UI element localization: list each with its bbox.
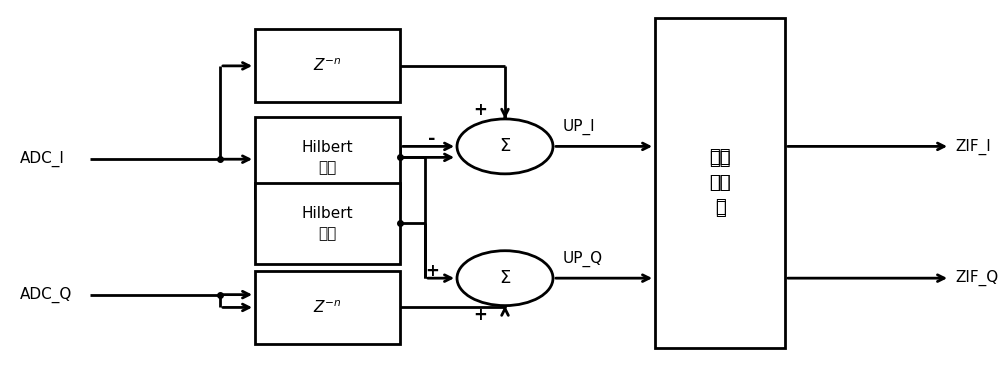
Text: 数字
下变
频: 数字 下变 频 — [709, 150, 731, 216]
Text: ADC_I: ADC_I — [20, 151, 65, 167]
Text: $\Sigma$: $\Sigma$ — [499, 269, 511, 287]
Ellipse shape — [457, 251, 553, 306]
Text: +: + — [425, 262, 439, 280]
Text: Hilbert
滤波: Hilbert 滤波 — [302, 140, 353, 175]
Text: $\Sigma$: $\Sigma$ — [499, 137, 511, 156]
Text: 数字
下变
频: 数字 下变 频 — [709, 147, 731, 219]
Bar — [255, 271, 400, 344]
Text: $Z^{-n}$: $Z^{-n}$ — [313, 299, 342, 316]
Text: Hilbert
滤波: Hilbert 滤波 — [302, 206, 353, 241]
Text: ADC_Q: ADC_Q — [20, 287, 72, 303]
Text: UP_Q: UP_Q — [563, 251, 603, 267]
Text: +: + — [473, 306, 487, 324]
Ellipse shape — [457, 119, 553, 174]
Bar — [255, 183, 400, 264]
Bar — [255, 29, 400, 102]
Text: +: + — [473, 101, 487, 119]
Bar — [255, 117, 400, 198]
Text: UP_I: UP_I — [563, 119, 596, 135]
Text: ZIF_I: ZIF_I — [955, 138, 991, 154]
Text: -: - — [428, 130, 436, 148]
Text: $Z^{-n}$: $Z^{-n}$ — [313, 57, 342, 74]
Bar — [655, 18, 785, 348]
Text: ZIF_Q: ZIF_Q — [955, 270, 998, 286]
